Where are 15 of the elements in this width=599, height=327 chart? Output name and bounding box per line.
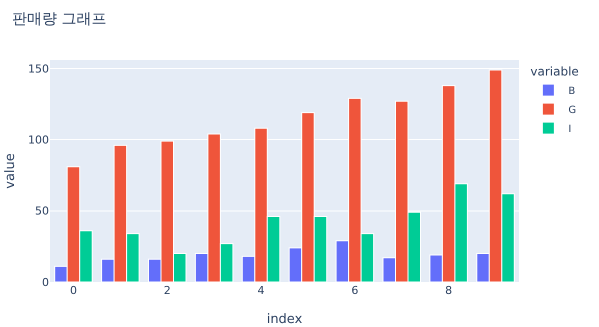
x-tick-label: 0: [70, 284, 77, 297]
x-tick-label: 4: [258, 284, 265, 297]
x-tick-label: 8: [445, 284, 452, 297]
y-axis-title: value: [3, 153, 18, 189]
y-tick-label: 150: [28, 62, 49, 76]
chart-title: 판매량 그래프: [12, 10, 107, 28]
legend-label: I: [568, 124, 572, 135]
legend-label: B: [568, 86, 576, 97]
y-tick-label: 100: [28, 134, 49, 147]
x-axis-title: index: [266, 312, 303, 327]
x-tick-label: 2: [164, 284, 171, 297]
legend-label: G: [568, 105, 576, 116]
legend-title: variable: [530, 64, 579, 79]
x-tick-label: 6: [351, 284, 358, 297]
y-tick-label: 50: [35, 204, 49, 218]
